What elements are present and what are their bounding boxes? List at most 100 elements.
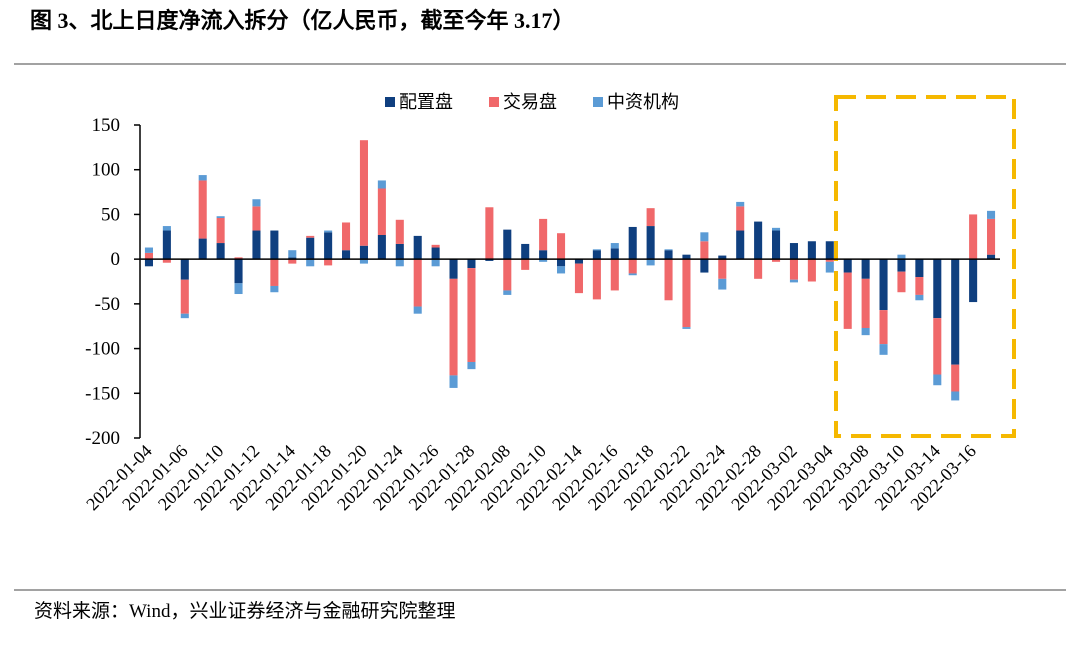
- bar-segment: [700, 241, 709, 260]
- bar-segment: [807, 259, 816, 282]
- y-tick-label: 150: [92, 115, 121, 136]
- bar-segment: [467, 268, 476, 362]
- bar-segment: [951, 391, 960, 401]
- legend-swatch: [385, 97, 395, 107]
- bar-segment: [861, 278, 870, 329]
- bar-segment: [431, 247, 440, 260]
- bar-segment: [969, 259, 978, 303]
- bar-segment: [592, 250, 601, 260]
- bar-segment: [664, 249, 673, 251]
- bar-segment: [772, 230, 781, 260]
- legend-swatch: [489, 97, 499, 107]
- bar-segment: [216, 218, 225, 244]
- bar-segment: [270, 285, 279, 293]
- bar-segment: [879, 259, 888, 311]
- bar-segment: [306, 235, 315, 238]
- bar-segment: [736, 230, 745, 260]
- bar-segment: [395, 219, 404, 244]
- source: 资料来源：Wind，兴业证券经济与金融研究院整理: [34, 600, 455, 622]
- bar-segment: [754, 259, 763, 279]
- y-tick-label: 100: [92, 160, 121, 181]
- bar-segment: [718, 259, 727, 279]
- bar-segment: [933, 374, 942, 386]
- legend-label: 中资机构: [607, 92, 679, 112]
- bar-segment: [342, 222, 351, 251]
- bar-segment: [897, 271, 906, 293]
- bar-segment: [682, 259, 691, 328]
- bar-segment: [431, 244, 440, 248]
- bar-segment: [951, 259, 960, 365]
- bar-segment: [503, 229, 512, 260]
- bar-segment: [359, 140, 368, 246]
- bar-segment: [610, 259, 619, 291]
- bar-segment: [198, 175, 207, 181]
- bar-segment: [306, 259, 315, 267]
- bar-segment: [646, 226, 655, 260]
- bar-segment: [592, 259, 601, 300]
- bar-segment: [521, 259, 530, 270]
- legend-swatch: [593, 97, 603, 107]
- bar-segment: [377, 180, 386, 189]
- bar-segment: [431, 259, 440, 267]
- bar-segment: [772, 227, 781, 231]
- legend-label: 配置盘: [399, 92, 453, 112]
- y-tick-label: -200: [85, 428, 120, 449]
- bar-segment: [897, 259, 906, 272]
- bar-segment: [521, 243, 530, 260]
- bar-segment: [162, 226, 171, 231]
- bar-segment: [539, 250, 548, 260]
- bar-segment: [234, 283, 243, 295]
- bar-segment: [700, 232, 709, 242]
- bar-segment: [144, 259, 153, 267]
- bar-segment: [503, 259, 512, 291]
- bar-segment: [574, 259, 583, 264]
- bar-segment: [789, 259, 798, 280]
- bar-segment: [628, 226, 637, 260]
- bar-segment: [915, 259, 924, 278]
- bar-segment: [467, 259, 476, 269]
- bar-segment: [825, 259, 834, 262]
- highlight-box: [834, 95, 1016, 438]
- bar-segment: [951, 364, 960, 392]
- bar-segment: [449, 375, 458, 388]
- bar-segment: [342, 250, 351, 260]
- bar-segment: [861, 259, 870, 279]
- bar-segment: [664, 259, 673, 301]
- bar-segment: [467, 361, 476, 370]
- bar-segment: [915, 277, 924, 295]
- bar-segment: [610, 248, 619, 260]
- bar-segment: [144, 247, 153, 253]
- bar-segment: [359, 245, 368, 260]
- bar-segment: [198, 238, 207, 260]
- bar-segment: [772, 259, 781, 262]
- bar-segment: [324, 230, 333, 233]
- bar-segment: [682, 254, 691, 260]
- bar-segment: [754, 221, 763, 260]
- bar-segment: [252, 206, 261, 231]
- bar-segment: [557, 233, 566, 260]
- bar-segment: [557, 259, 566, 267]
- bar-segment: [879, 310, 888, 345]
- y-tick-label: -50: [95, 294, 120, 315]
- bar-segment: [879, 344, 888, 355]
- y-tick-label: -100: [85, 339, 120, 360]
- bar-segment: [413, 259, 422, 307]
- bar-segment: [413, 306, 422, 314]
- bar-segment: [789, 243, 798, 260]
- bar-segment: [288, 259, 297, 264]
- bar-segment: [377, 188, 386, 235]
- bar-segment: [449, 278, 458, 376]
- bar-segment: [915, 294, 924, 301]
- bar-segment: [987, 254, 996, 260]
- bar-segment: [807, 241, 816, 260]
- bar-segment: [324, 232, 333, 260]
- bar-segment: [252, 230, 261, 260]
- bar-segment: [485, 207, 494, 260]
- bar-segment: [162, 230, 171, 260]
- bar-segment: [592, 249, 601, 251]
- bar-segment: [144, 252, 153, 260]
- bar-segment: [288, 250, 297, 258]
- bar-segment: [646, 259, 655, 266]
- y-tick-label: -150: [85, 383, 120, 404]
